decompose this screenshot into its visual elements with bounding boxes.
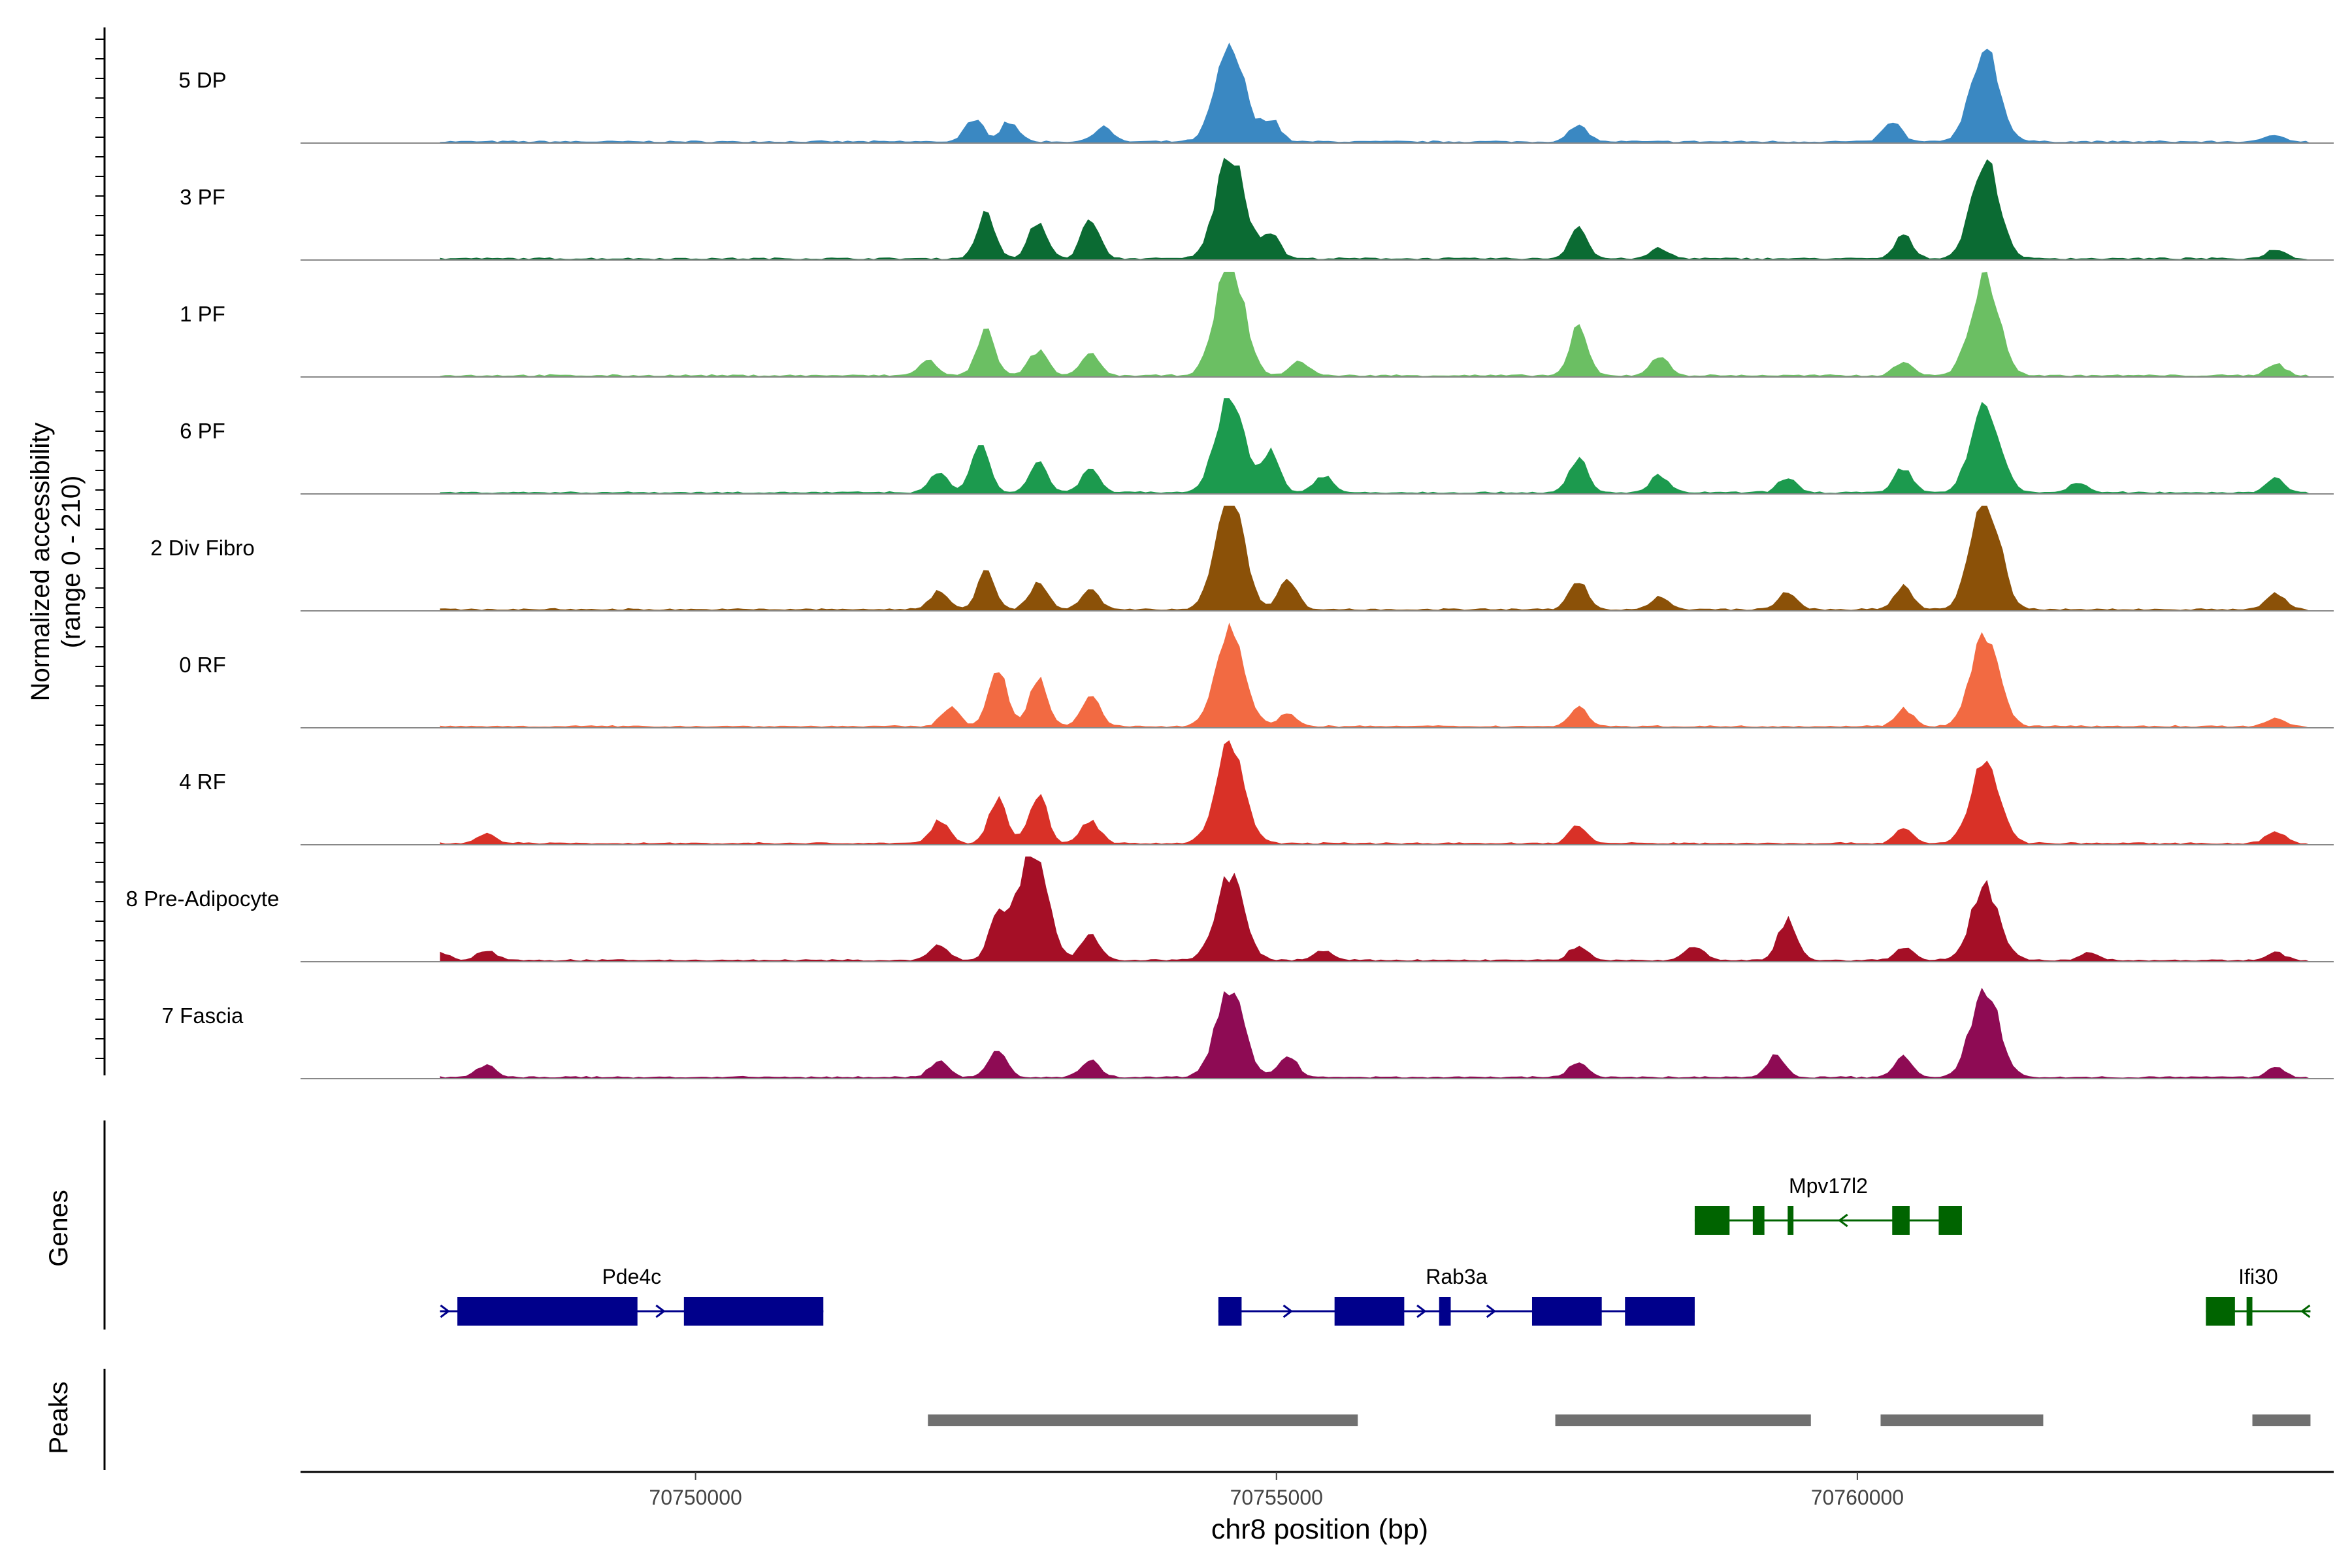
genes-panel: Pde4c Rab3a Mpv17l2 Ifi30 (103, 1120, 2311, 1330)
track-label: 6 PF (180, 419, 225, 443)
y-axis-label-line1: Normalized accessibility (26, 423, 55, 702)
track-label: 4 RF (179, 770, 226, 794)
x-tick-label: 70755000 (1230, 1486, 1323, 1509)
genes-panel-label: Genes (44, 1190, 73, 1267)
coverage-area (440, 157, 2311, 260)
coverage-track: 6 PF (180, 398, 2334, 495)
gene-model: Ifi30 (2206, 1265, 2311, 1326)
track-label: 3 PF (180, 185, 225, 209)
peak-region (1880, 1414, 2044, 1426)
coverage-track: 7 Fascia (162, 987, 2334, 1079)
coverage-tracks: 5 DP 3 PF 1 PF 6 PF 2 Div Fibro 0 RF 4 RF 8 Pre… (126, 42, 2334, 1079)
x-axis: 70750000 70755000 70760000 (95, 27, 2334, 1509)
strand-arrow (1486, 1304, 1497, 1318)
gene-label: Mpv17l2 (1789, 1174, 1868, 1198)
strand-arrow (440, 1304, 450, 1318)
gene-exon (1334, 1297, 1405, 1326)
track-label: 1 PF (180, 302, 225, 326)
coverage-area (440, 506, 2311, 611)
gene-exon (683, 1297, 824, 1326)
gene-label: Ifi30 (2238, 1265, 2278, 1288)
gene-exon (1218, 1297, 1242, 1326)
coverage-track: 5 DP (178, 42, 2334, 144)
gene-exon (1439, 1297, 1451, 1326)
gene-label: Rab3a (1426, 1265, 1488, 1288)
coverage-area (440, 857, 2311, 962)
coverage-area (440, 987, 2311, 1079)
gene-exon (1694, 1206, 1730, 1235)
track-label: 2 Div Fibro (150, 536, 255, 560)
gene-exon (1938, 1206, 1962, 1235)
gene-model: Rab3a (1218, 1265, 1695, 1326)
coverage-area (440, 623, 2311, 728)
track-label: 0 RF (179, 653, 226, 677)
peaks-panel (103, 1369, 2311, 1470)
coverage-area (440, 398, 2311, 494)
strand-arrow (1838, 1213, 1848, 1228)
gene-exon (1625, 1297, 1695, 1326)
gene-exon (1531, 1297, 1602, 1326)
strand-arrow (2300, 1304, 2311, 1318)
gene-model: Pde4c (440, 1265, 824, 1326)
gene-exon (1752, 1206, 1765, 1235)
coverage-area (440, 740, 2311, 845)
gene-label: Pde4c (602, 1265, 661, 1288)
gene-exon (457, 1297, 638, 1326)
gene-exon (2206, 1297, 2235, 1326)
track-label: 8 Pre-Adipocyte (126, 887, 280, 911)
peaks-panel-label: Peaks (44, 1381, 73, 1454)
coverage-track: 8 Pre-Adipocyte (126, 857, 2334, 962)
peak-region (2252, 1414, 2311, 1426)
y-axis-label-line2: (range 0 - 210) (57, 476, 86, 649)
strand-arrow (1282, 1304, 1294, 1318)
coverage-track: 4 RF (179, 740, 2334, 845)
coverage-track: 1 PF (180, 272, 2334, 378)
coverage-area (440, 42, 2311, 143)
x-axis-title: chr8 position (bp) (1211, 1514, 1428, 1545)
coverage-track: 3 PF (180, 157, 2334, 261)
strand-arrow (1416, 1304, 1427, 1318)
gene-exon (1892, 1206, 1910, 1235)
strand-arrow (655, 1304, 666, 1318)
peak-region (1555, 1414, 1811, 1426)
x-tick-label: 70760000 (1811, 1486, 1904, 1509)
coverage-track: 2 Div Fibro (150, 506, 2334, 612)
gene-model: Mpv17l2 (1694, 1174, 1962, 1235)
x-tick-label: 70750000 (649, 1486, 742, 1509)
gene-exon (2246, 1297, 2253, 1326)
track-label: 5 DP (178, 68, 226, 92)
gene-exon (1788, 1206, 1794, 1235)
coverage-track: 0 RF (179, 623, 2334, 728)
peak-region (928, 1414, 1358, 1426)
track-label: 7 Fascia (162, 1004, 244, 1028)
coverage-area (440, 272, 2311, 377)
